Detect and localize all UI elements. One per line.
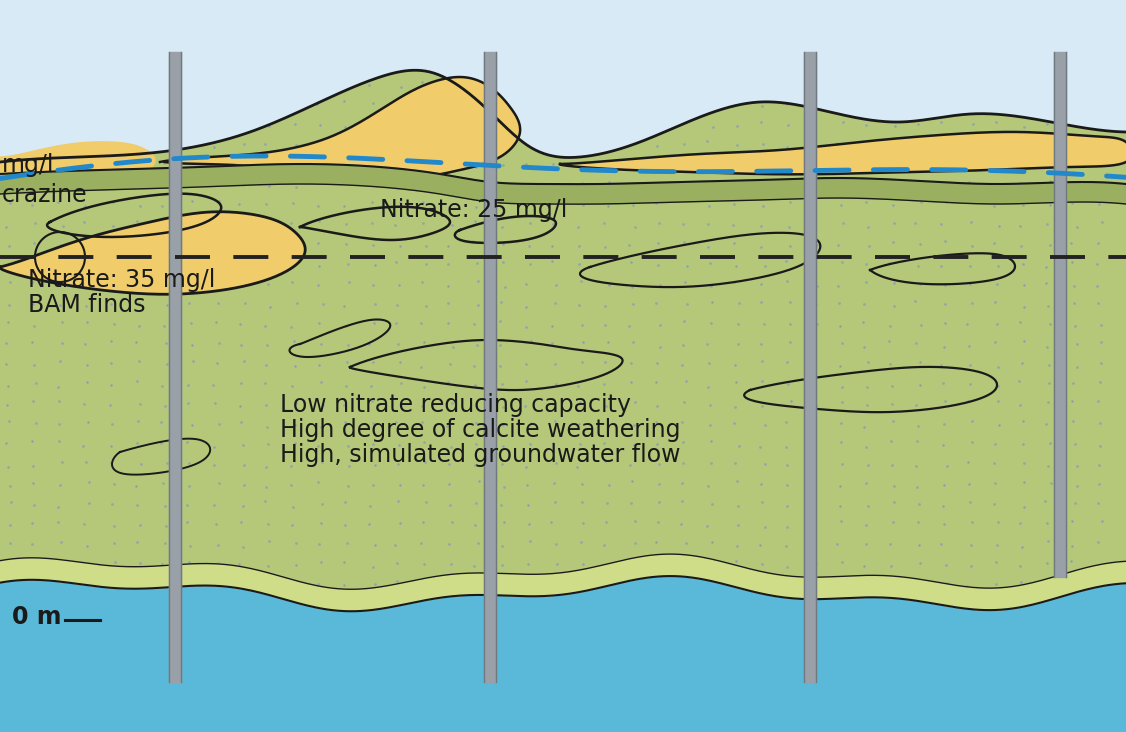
- Text: High, simulated groundwater flow: High, simulated groundwater flow: [280, 443, 680, 467]
- Text: Nitrate: 25 mg/l: Nitrate: 25 mg/l: [379, 198, 568, 222]
- Polygon shape: [0, 164, 1126, 204]
- Text: Low nitrate reducing capacity: Low nitrate reducing capacity: [280, 393, 631, 417]
- Text: crazine: crazine: [2, 183, 88, 207]
- Polygon shape: [169, 52, 181, 682]
- Text: Nitrate: 35 mg/l: Nitrate: 35 mg/l: [28, 268, 215, 292]
- Text: mg/l: mg/l: [2, 153, 54, 177]
- Polygon shape: [560, 132, 1126, 174]
- Polygon shape: [0, 212, 305, 294]
- Polygon shape: [484, 52, 495, 682]
- Polygon shape: [1054, 52, 1066, 577]
- Text: 0 m: 0 m: [12, 605, 62, 629]
- Polygon shape: [160, 77, 520, 178]
- Text: BAM finds: BAM finds: [28, 293, 145, 317]
- Polygon shape: [0, 554, 1126, 611]
- Polygon shape: [0, 142, 155, 182]
- Polygon shape: [0, 0, 1126, 162]
- Polygon shape: [0, 576, 1126, 732]
- Polygon shape: [804, 52, 816, 682]
- Text: High degree of calcite weathering: High degree of calcite weathering: [280, 418, 680, 442]
